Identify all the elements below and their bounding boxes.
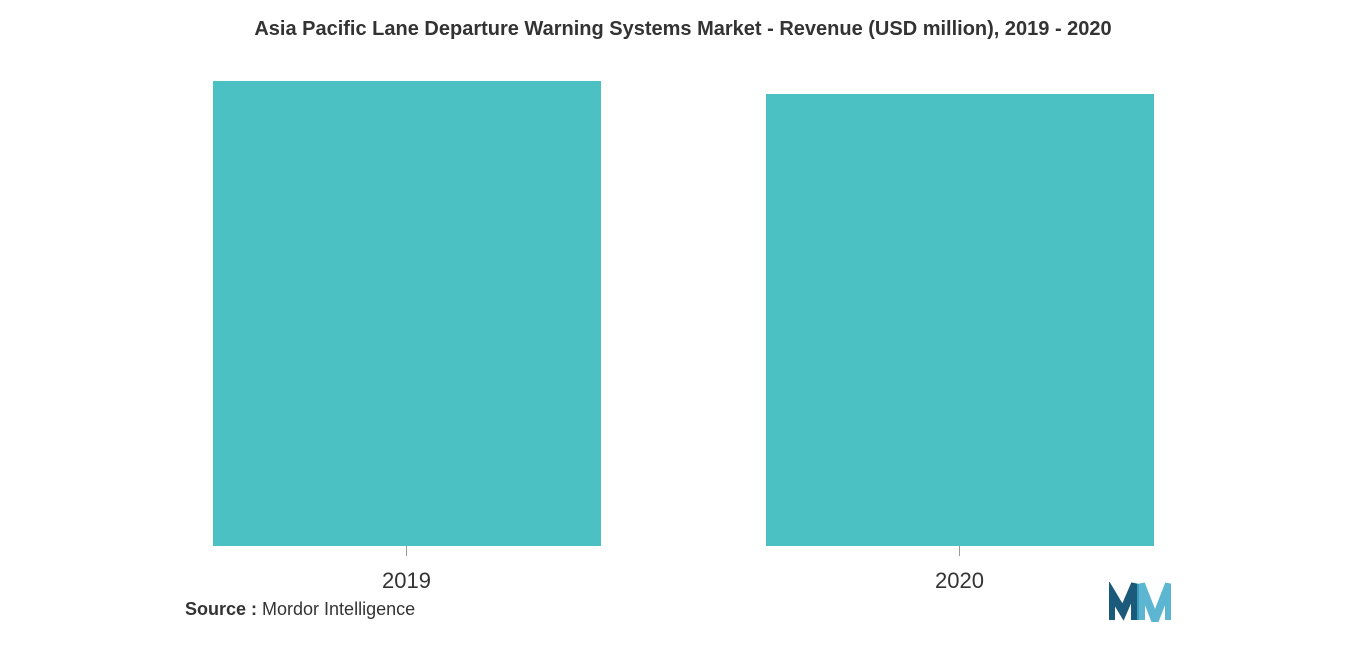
plot-area — [0, 91, 1366, 556]
tick-mark-0 — [406, 546, 407, 556]
bar-2020 — [766, 94, 1154, 546]
bar-wrapper-1 — [766, 94, 1154, 556]
x-label-0: 2019 — [213, 568, 601, 594]
chart-title: Asia Pacific Lane Departure Warning Syst… — [0, 18, 1366, 41]
bar-wrapper-0 — [213, 81, 601, 556]
chart-container: Asia Pacific Lane Departure Warning Syst… — [0, 0, 1366, 655]
mordor-logo-icon — [1109, 582, 1171, 627]
source-value: Mordor Intelligence — [262, 599, 415, 619]
tick-mark-1 — [959, 546, 960, 556]
x-label-1: 2020 — [766, 568, 1154, 594]
bar-2019 — [213, 81, 601, 546]
source-label: Source : — [185, 599, 262, 619]
source-line: Source : Mordor Intelligence — [185, 599, 415, 620]
